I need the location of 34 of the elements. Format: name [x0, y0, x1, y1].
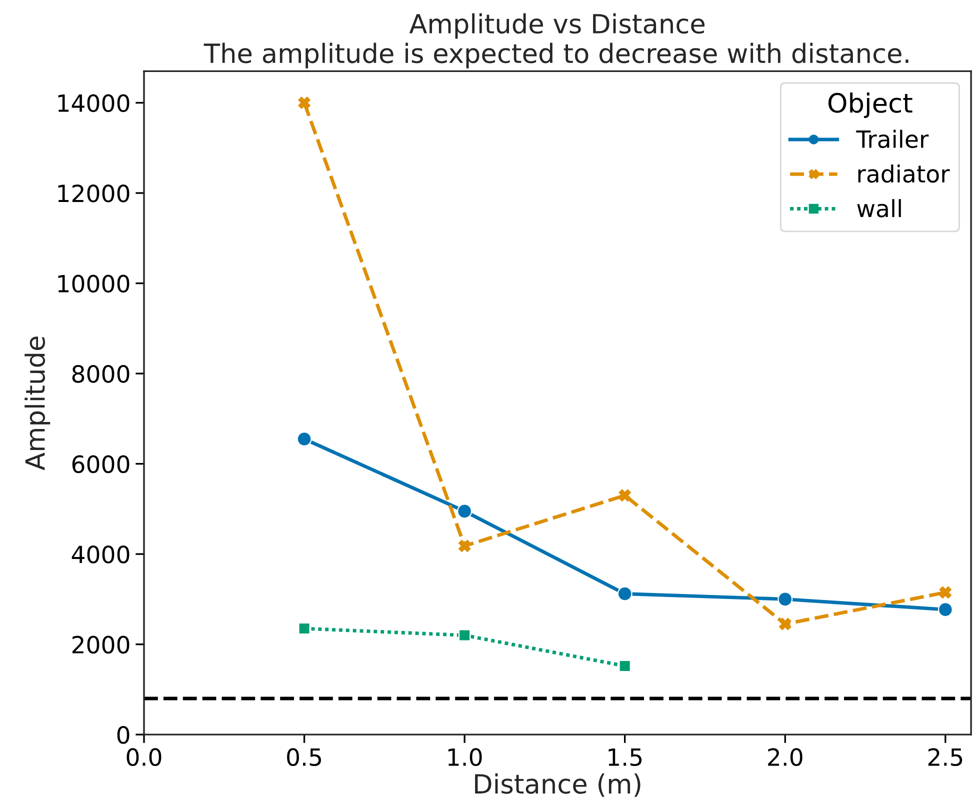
- point: [618, 489, 631, 502]
- point: [938, 602, 953, 618]
- y-axis-title: Amplitude: [24, 336, 50, 470]
- legend-label: radiator: [858, 164, 950, 183]
- y-tick-label: 0: [117, 726, 130, 744]
- point: [939, 586, 952, 599]
- x-tick-label: 0.0: [126, 748, 162, 766]
- x-tick-label: 2.0: [768, 748, 802, 766]
- point: [618, 660, 631, 672]
- point: [296, 431, 312, 446]
- x-tick-label: 2.5: [928, 748, 962, 766]
- y-tick-label: 10000: [58, 274, 130, 293]
- legend-title: Object: [828, 92, 912, 118]
- y-tick-label: 6000: [72, 455, 130, 474]
- point: [779, 618, 792, 630]
- legend-label: wall: [857, 199, 901, 218]
- point: [457, 504, 472, 519]
- point: [617, 586, 632, 602]
- x-tick-label: 0.5: [287, 748, 321, 766]
- y-tick-label: 12000: [58, 184, 130, 202]
- point: [458, 629, 471, 642]
- chart-title: Amplitude vs Distance The amplitude is expected to decrease with distance.: [204, 13, 908, 68]
- point: [298, 96, 310, 109]
- y-tick-label: 4000: [72, 546, 130, 564]
- x-axis-title: Distance (m): [475, 773, 640, 797]
- point: [458, 540, 471, 552]
- point: [298, 622, 310, 635]
- y-tick-label: 2000: [72, 636, 130, 654]
- point: [778, 592, 793, 607]
- y-tick-label: 14000: [58, 94, 130, 112]
- legend-label: Trailer: [856, 130, 929, 148]
- x-tick-label: 1.0: [448, 748, 482, 766]
- x-tick-label: 1.5: [608, 748, 642, 766]
- y-tick-label: 8000: [72, 364, 130, 383]
